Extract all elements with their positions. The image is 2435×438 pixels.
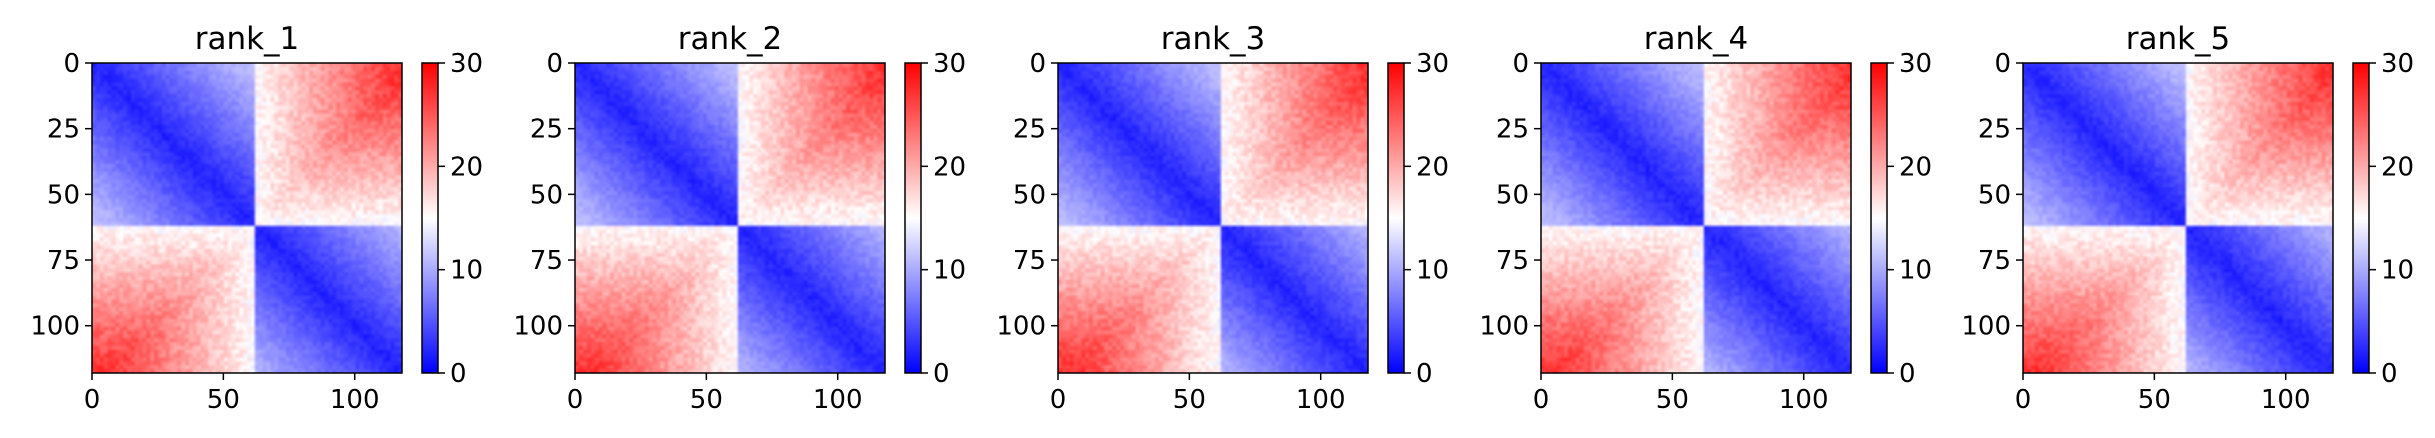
y-tick-label: 75 [1013,246,1046,276]
y-tick-label: 75 [1496,246,1529,276]
panel-title: rank_3 [1161,21,1266,57]
y-tick-label: 25 [1013,115,1046,145]
colorbar-tick-label: 0 [1416,359,1433,389]
colorbar [1388,63,1404,373]
x-tick-label: 50 [207,385,240,415]
heatmap-image [1058,63,1368,373]
y-tick-label: 100 [1961,312,2011,342]
panel-title: rank_2 [678,21,783,57]
x-tick-label: 100 [2261,385,2311,415]
colorbar-tick-label: 20 [1899,152,1932,182]
y-tick-label: 100 [996,312,1046,342]
heatmap-image [92,63,402,373]
colorbar-tick-label: 20 [2381,152,2414,182]
colorbar-frame [904,62,922,374]
y-tick-label: 50 [530,180,563,210]
colorbar-tick-label: 30 [450,49,483,79]
colorbar [422,63,438,373]
y-tick-label: 75 [1978,246,2011,276]
colorbar-tick-label: 20 [1416,152,1449,182]
colorbar-tick-label: 30 [1416,49,1449,79]
panel-title: rank_4 [1644,21,1749,57]
heatmap-panel-5: rank_5 0 50 100 0 25 50 75 100 0 10 20 30 [1961,21,2414,415]
colorbar-tick-label: 20 [933,152,966,182]
y-tick-label: 25 [530,115,563,145]
colorbar-tick-label: 10 [450,256,483,286]
y-tick-label: 0 [1029,49,1046,79]
y-tick-label: 25 [1496,115,1529,145]
y-tick-label: 25 [1978,115,2011,145]
colorbar-frame [1870,62,1888,374]
panel-title: rank_5 [2126,21,2231,57]
x-tick-label: 0 [1050,385,1067,415]
colorbar-tick-label: 0 [2381,359,2398,389]
axes-frame [1540,62,1852,374]
y-tick-label: 50 [1496,180,1529,210]
colorbar [905,63,921,373]
colorbar-tick-label: 0 [1899,359,1916,389]
colorbar-frame [2352,62,2370,374]
colorbar-tick-label: 30 [1899,49,1932,79]
x-tick-label: 0 [84,385,101,415]
heatmap-image [1541,63,1851,373]
colorbar-tick-label: 10 [1416,256,1449,286]
y-tick-label: 0 [63,49,80,79]
y-tick-label: 50 [1013,180,1046,210]
colorbar-tick-label: 30 [933,49,966,79]
y-tick-label: 75 [530,246,563,276]
x-tick-label: 50 [1656,385,1689,415]
axes-frame [91,62,403,374]
axes-frame [1057,62,1369,374]
colorbar-frame [421,62,439,374]
x-tick-label: 50 [690,385,723,415]
axes-frame [574,62,886,374]
x-tick-label: 0 [2015,385,2032,415]
x-tick-label: 100 [813,385,863,415]
x-tick-label: 100 [1296,385,1346,415]
colorbar [2353,63,2369,373]
y-tick-label: 100 [1479,312,1529,342]
x-tick-label: 50 [2138,385,2171,415]
y-tick-label: 50 [1978,180,2011,210]
colorbar-tick-label: 10 [1899,256,1932,286]
x-tick-label: 100 [330,385,380,415]
colorbar-tick-label: 10 [933,256,966,286]
heatmap-panel-4: rank_4 0 50 100 0 25 50 75 100 0 10 20 30 [1479,21,1932,415]
y-tick-label: 25 [47,115,80,145]
x-tick-label: 50 [1173,385,1206,415]
heatmap-image [2023,63,2333,373]
y-tick-label: 50 [47,180,80,210]
y-tick-label: 100 [30,312,80,342]
y-tick-label: 0 [1994,49,2011,79]
heatmap-panel-1: rank_1 0 50 100 0 25 50 75 100 0 10 20 30 [30,21,483,415]
y-tick-label: 75 [47,246,80,276]
colorbar-tick-label: 20 [450,152,483,182]
colorbar-tick-label: 0 [450,359,467,389]
panel-title: rank_1 [195,21,300,57]
colorbar-tick-label: 0 [933,359,950,389]
colorbar-tick-label: 10 [2381,256,2414,286]
heatmap-image [575,63,885,373]
colorbar-frame [1387,62,1405,374]
heatmap-panel-3: rank_3 0 50 100 0 25 50 75 100 0 10 20 30 [996,21,1449,415]
colorbar-tick-label: 30 [2381,49,2414,79]
y-tick-label: 100 [513,312,563,342]
x-tick-label: 0 [1533,385,1550,415]
axes-frame [2022,62,2334,374]
y-tick-label: 0 [1512,49,1529,79]
x-tick-label: 100 [1779,385,1829,415]
x-tick-label: 0 [567,385,584,415]
y-tick-label: 0 [546,49,563,79]
heatmap-panel-2: rank_2 0 50 100 0 25 50 75 100 0 10 20 30 [513,21,966,415]
colorbar [1871,63,1887,373]
